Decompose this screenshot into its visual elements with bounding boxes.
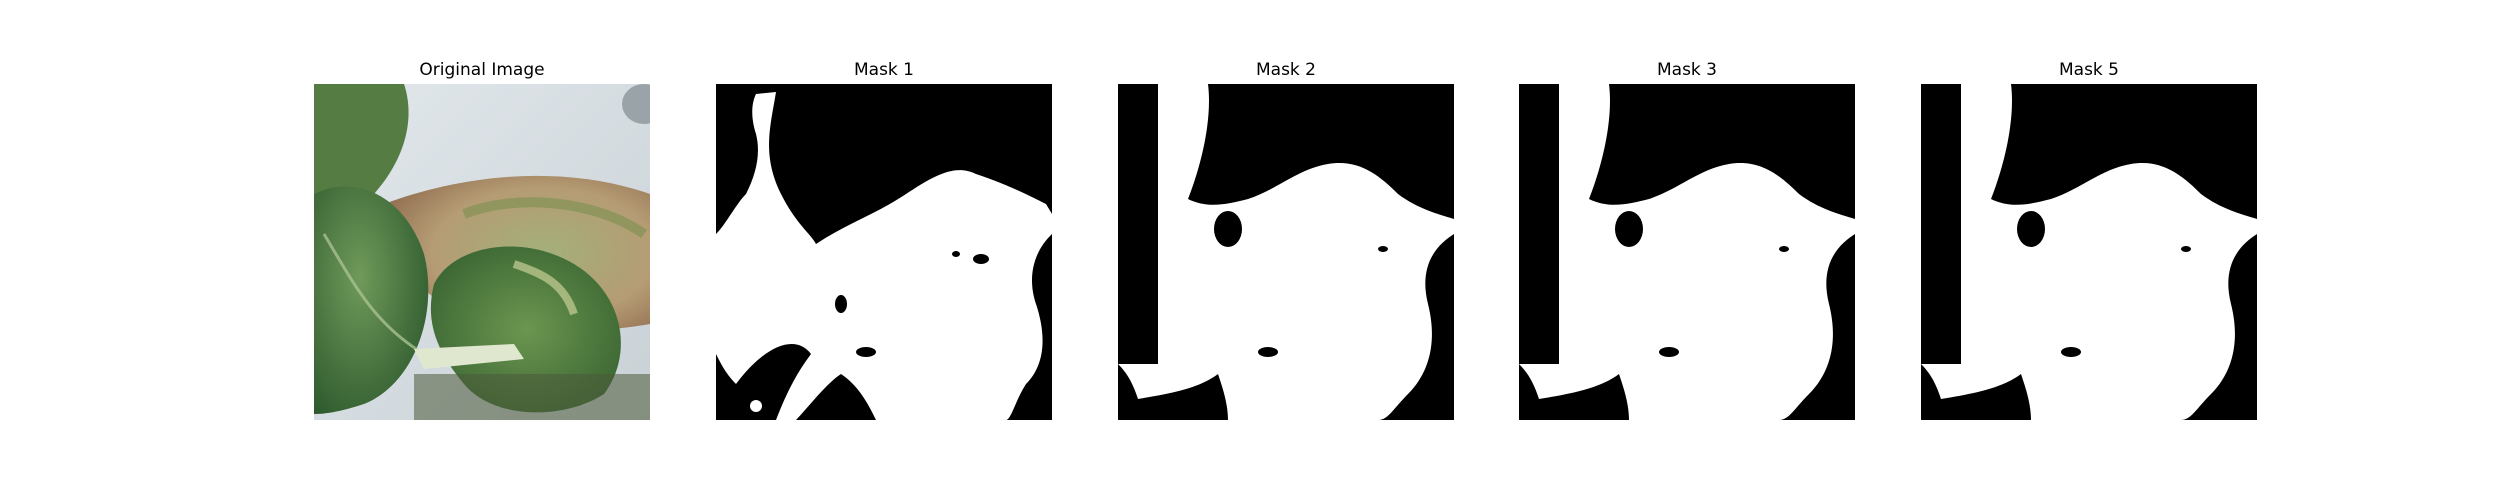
mask-3-image [1519, 84, 1855, 420]
mask-2-title: Mask 2 [1255, 60, 1316, 80]
mask-5-title: Mask 5 [2058, 60, 2119, 80]
mask-1-title: Mask 1 [853, 60, 914, 80]
mask-2-image [1118, 84, 1454, 420]
original-image-title: Original Image [419, 60, 545, 80]
mask-3-title: Mask 3 [1656, 60, 1717, 80]
mask-2-panel: Mask 2 [1118, 58, 1454, 422]
mask-1-panel: Mask 1 [716, 58, 1052, 422]
mask-5-image [1921, 84, 2257, 420]
mask-5-panel: Mask 5 [1921, 58, 2257, 422]
mask-1-image [716, 84, 1052, 420]
original-image [314, 84, 650, 420]
original-image-panel: Original Image [314, 58, 650, 422]
mask-3-panel: Mask 3 [1519, 58, 1855, 422]
